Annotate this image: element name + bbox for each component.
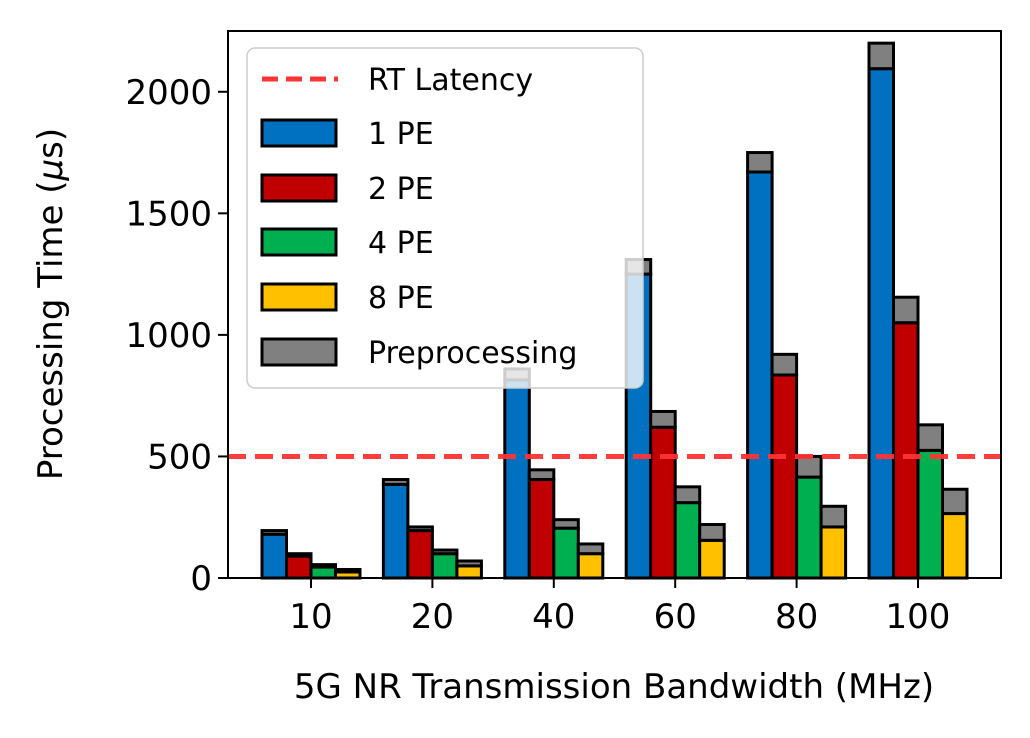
bar-4pe-10mhz: [309, 565, 337, 580]
bar-1pe-80mhz: [746, 170, 774, 580]
legend-8pe-swatch: [260, 282, 338, 312]
y-axis-label-prefix: Processing Time (: [31, 180, 71, 480]
bar-preprocessing-8pe-10mhz: [334, 567, 362, 574]
x-tick-label: 100: [886, 597, 951, 637]
bar-2pe-60mhz: [649, 425, 677, 580]
bar-2pe-20mhz: [406, 529, 434, 580]
bar-8pe-100mhz: [941, 512, 969, 580]
bar-2pe-80mhz: [770, 373, 799, 580]
bar-preprocessing-4pe-80mhz: [795, 454, 823, 479]
bar-preprocessing-1pe-20mhz: [381, 478, 410, 486]
y-tick-label: 0: [190, 559, 212, 599]
bar-preprocessing-8pe-80mhz: [819, 504, 848, 529]
bar-preprocessing-1pe-100mhz: [867, 41, 895, 71]
x-tick-label: 20: [411, 597, 454, 637]
legend-2pe-swatch: [260, 173, 338, 203]
y-tick-label: 1000: [125, 316, 212, 356]
bar-4pe-60mhz: [673, 501, 702, 580]
x-tick-label: 40: [532, 597, 575, 637]
y-axis-label: Processing Time (μs): [31, 128, 71, 480]
bar-preprocessing-2pe-20mhz: [406, 525, 434, 533]
bar-preprocessing-2pe-10mhz: [285, 552, 313, 558]
legend-4pe-label: 4 PE: [368, 226, 434, 261]
bar-2pe-40mhz: [527, 478, 556, 580]
legend-2pe-label: 2 PE: [368, 172, 434, 207]
y-axis: 0 500 1000 1500 2000: [125, 73, 228, 599]
y-tick-label: 2000: [125, 73, 212, 113]
bar-preprocessing-1pe-10mhz: [260, 529, 288, 536]
bar-4pe-80mhz: [795, 475, 823, 580]
legend-preprocessing-swatch: [260, 337, 338, 367]
legend-frame: [246, 47, 644, 389]
bar-preprocessing-4pe-20mhz: [430, 548, 459, 556]
bar-4pe-40mhz: [552, 526, 580, 580]
legend-1pe-label: 1 PE: [368, 117, 434, 152]
legend-preprocessing-label: Preprocessing: [368, 336, 577, 371]
bar-preprocessing-2pe-80mhz: [770, 352, 799, 377]
bars-layer: [260, 41, 969, 580]
bar-preprocessing-4pe-60mhz: [673, 485, 702, 505]
bar-preprocessing-2pe-60mhz: [649, 409, 677, 429]
x-tick-label: 80: [775, 597, 818, 637]
bar-4pe-20mhz: [430, 552, 459, 580]
bar-8pe-80mhz: [819, 525, 848, 580]
x-tick-label: 10: [289, 597, 332, 637]
bar-preprocessing-4pe-10mhz: [309, 563, 337, 569]
y-axis-label-suffix: s): [31, 128, 71, 159]
bar-preprocessing-2pe-100mhz: [892, 295, 920, 325]
bar-preprocessing-2pe-40mhz: [527, 468, 556, 482]
bar-preprocessing-8pe-60mhz: [698, 523, 726, 542]
bar-preprocessing-4pe-100mhz: [916, 423, 944, 452]
bar-preprocessing-8pe-20mhz: [455, 559, 483, 568]
bar-preprocessing-4pe-40mhz: [552, 518, 580, 530]
bar-preprocessing-8pe-100mhz: [941, 487, 969, 516]
plot-frame: [227, 30, 1002, 579]
bar-preprocessing-1pe-80mhz: [746, 151, 774, 174]
legend: RT Latency 1 PE 2 PE 4 PE 8 PE Preproces…: [246, 47, 644, 389]
bar-1pe-40mhz: [503, 378, 531, 580]
bar-2pe-10mhz: [285, 554, 313, 580]
bar-preprocessing-8pe-40mhz: [576, 542, 605, 556]
y-axis-label-mu: μ: [31, 159, 71, 182]
legend-4pe-swatch: [260, 227, 338, 257]
x-axis-label: 5G NR Transmission Bandwidth (MHz): [294, 667, 934, 707]
y-tick-label: 500: [147, 437, 212, 477]
bar-1pe-100mhz: [867, 67, 895, 580]
bar-4pe-100mhz: [916, 448, 944, 580]
x-tick-label: 60: [654, 597, 697, 637]
bar-1pe-10mhz: [260, 532, 288, 580]
bar-8pe-60mhz: [698, 538, 726, 580]
x-axis: 10 20 40 60 80 100: [289, 578, 950, 637]
bar-2pe-100mhz: [892, 321, 920, 580]
y-tick-label: 1500: [125, 194, 212, 234]
bar-8pe-40mhz: [576, 552, 605, 580]
legend-rt-latency-label: RT Latency: [368, 63, 533, 98]
legend-1pe-swatch: [260, 118, 338, 148]
bar-8pe-20mhz: [455, 564, 483, 580]
legend-8pe-label: 8 PE: [368, 281, 434, 316]
bar-1pe-20mhz: [381, 482, 410, 580]
